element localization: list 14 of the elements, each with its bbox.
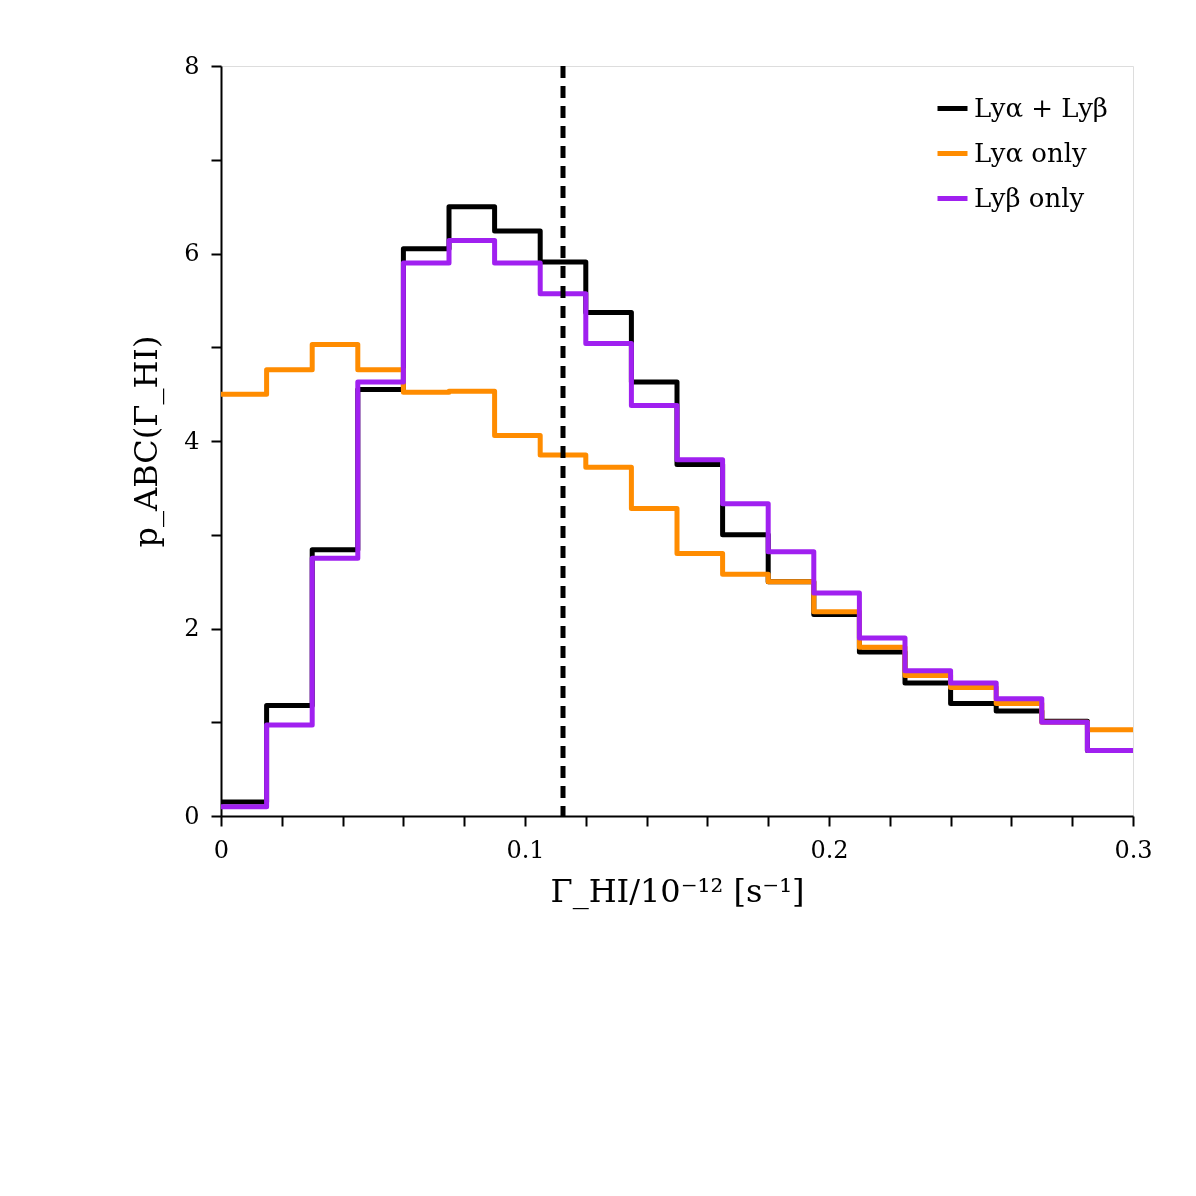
legend-label: Lyα + Lyβ xyxy=(974,92,1108,123)
legend-label: Lyβ only xyxy=(974,182,1085,213)
y-tick-label: 2 xyxy=(184,614,200,642)
x-tick-label: 0.3 xyxy=(1114,835,1153,864)
y-axis-title: p_ABC(Γ_HI) xyxy=(127,335,166,548)
y-tick-label: 0 xyxy=(184,801,200,830)
x-axis-title: Γ_HI/10⁻¹² [s⁻¹] xyxy=(550,871,805,910)
y-tick-label: 8 xyxy=(184,51,200,80)
x-tick-label: 0 xyxy=(213,835,230,864)
y-tick-label: 6 xyxy=(184,239,200,267)
x-tick-label: 0.2 xyxy=(810,835,849,864)
x-tick-label: 0.1 xyxy=(506,835,545,864)
y-tick-label: 4 xyxy=(184,426,200,455)
legend-label: Lyα only xyxy=(974,137,1088,168)
